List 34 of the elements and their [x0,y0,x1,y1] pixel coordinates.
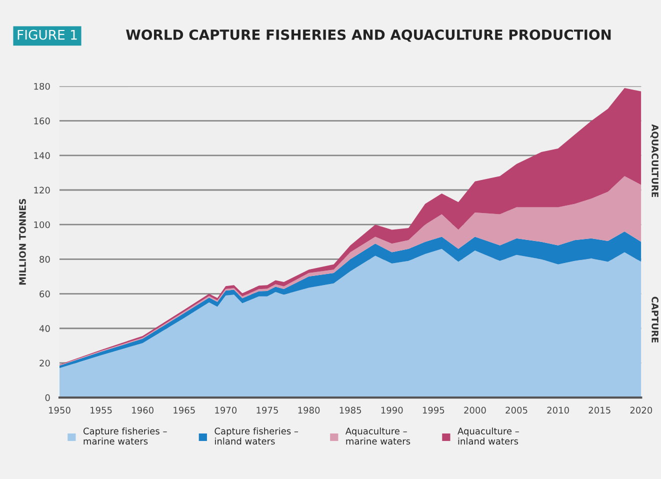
x-tick-label: 1950 [48,406,70,414]
y-tick-label: 100 [34,221,50,228]
x-tick-label: 2010 [547,406,569,414]
legend-label: Capture fisheries – inland waters [214,427,298,445]
x-tick-label: 2005 [506,406,528,414]
x-tick-label: 2000 [464,406,486,414]
text: CAPTURE [652,296,658,342]
legend-label: Capture fisheries – marine waters [83,427,167,445]
y-axis-title: MILLION TONNES [19,198,26,285]
x-tick-label: 2020 [630,406,652,414]
x-tick-label: 2015 [588,406,610,414]
caption: FIGURE 1 [18,30,77,40]
x-tick-label: 1975 [256,406,278,414]
x-tick-label: 1980 [298,406,320,414]
x-tick-label: 1990 [381,406,403,414]
x-tick-label: 1985 [340,406,362,414]
x-tick-label: 1965 [174,406,195,414]
y-tick-label: 140 [34,152,50,159]
x-tick-label: 1970 [215,406,237,414]
legend-label: Aquaculture – marine waters [345,427,410,445]
y-tick-label: 60 [40,290,50,298]
x-tick-label: 1995 [422,406,444,414]
y-tick-label: 180 [34,82,50,90]
y-tick-label: 40 [39,325,50,332]
y-tick-label: 160 [34,118,50,124]
y-tick-label: 20 [40,360,50,367]
y-tick-label: 120 [34,186,50,194]
text: AQUACULTURE [650,124,658,198]
legend-label: Aquaculture – inland waters [458,427,519,445]
y-tick-label: 0 [45,394,50,402]
x-tick-label: 1955 [90,406,112,414]
chart-title: WORLD CAPTURE FISHERIES AND AQUACULTURE PRODUCTION [126,29,611,42]
y-tick-label: 80 [40,256,50,263]
x-tick-label: 1960 [132,406,154,414]
